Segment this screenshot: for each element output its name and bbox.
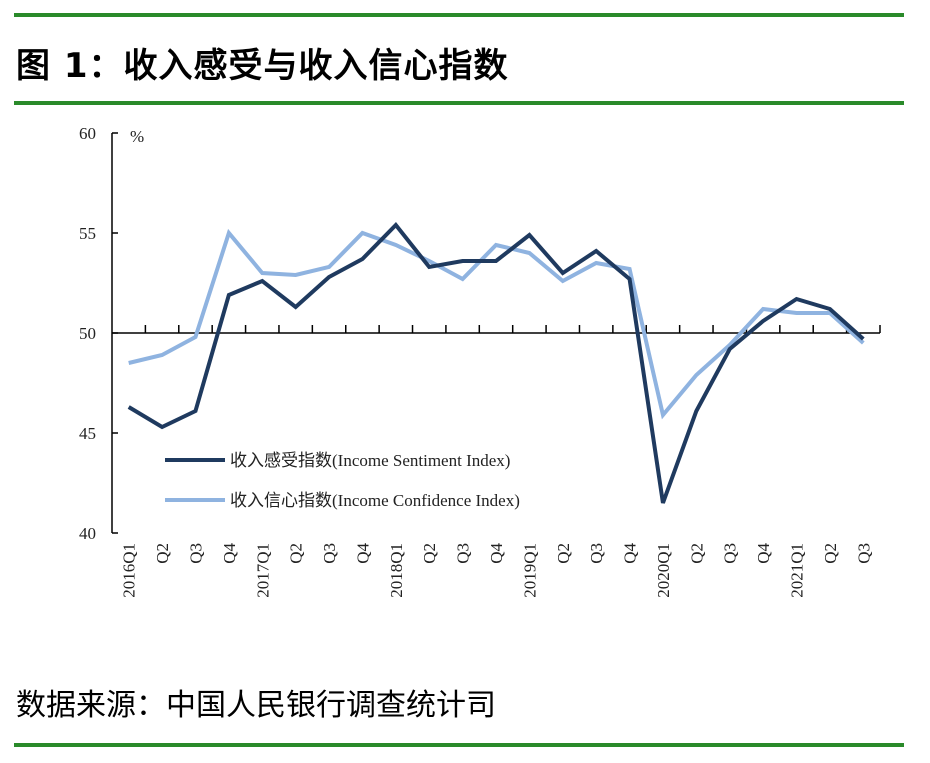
y-tick-label: 50	[79, 324, 96, 343]
x-tick-label: Q2	[821, 543, 840, 564]
series-line-confidence	[128, 228, 865, 420]
x-tick-label: Q2	[153, 543, 172, 564]
x-tick-label: 2019Q1	[520, 543, 539, 598]
x-tick-label: Q2	[687, 543, 706, 564]
y-axis-unit: %	[130, 127, 144, 146]
x-tick-label: Q2	[287, 543, 306, 564]
x-tick-label: Q4	[220, 543, 239, 564]
x-tick-label: Q4	[487, 543, 506, 564]
legend-label: 收入信心指数(Income Confidence Index)	[230, 491, 520, 510]
source-note: 数据来源：中国人民银行调查统计司	[16, 688, 496, 723]
bottom-rule	[14, 743, 904, 747]
x-tick-label: 2018Q1	[387, 543, 406, 598]
x-tick-label: Q4	[754, 543, 773, 564]
y-tick-label: 40	[79, 524, 96, 543]
x-tick-label: Q2	[554, 543, 573, 564]
x-tick-label: Q4	[621, 543, 640, 564]
legend-label: 收入感受指数(Income Sentiment Index)	[230, 451, 510, 470]
x-tick-label: 2016Q1	[120, 543, 139, 598]
x-tick-label: Q3	[186, 543, 205, 564]
y-tick-label: 60	[79, 124, 96, 143]
x-tick-label: 2020Q1	[654, 543, 673, 598]
title-rule	[14, 101, 904, 105]
top-rule	[14, 13, 904, 17]
x-tick-label: Q3	[320, 543, 339, 564]
x-tick-label: Q3	[854, 543, 873, 564]
x-tick-label: Q4	[353, 543, 372, 564]
x-tick-label: Q3	[721, 543, 740, 564]
figure-title: 图 1：收入感受与收入信心指数	[16, 46, 509, 86]
y-tick-label: 55	[79, 224, 96, 243]
x-tick-label: Q3	[587, 543, 606, 564]
x-tick-label: 2017Q1	[253, 543, 272, 598]
series-line-sentiment	[127, 221, 865, 504]
x-tick-label: Q3	[454, 543, 473, 564]
x-tick-label: Q2	[420, 543, 439, 564]
y-tick-label: 45	[79, 424, 96, 443]
line-chart: 40 45 50 55 60 % 2016Q1 Q2 Q3 Q4 2017Q1 Q2 Q3 Q4 2018Q…	[79, 124, 881, 598]
x-tick-label: 2021Q1	[788, 543, 807, 598]
